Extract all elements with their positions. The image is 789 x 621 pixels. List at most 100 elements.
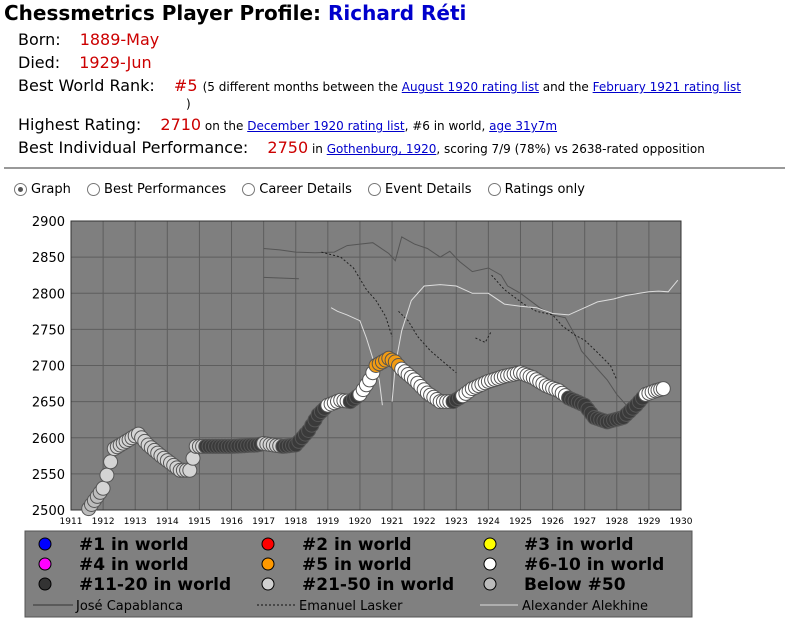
highest-rating-row: Highest Rating: 2710 on the December 192… xyxy=(18,115,557,134)
y-tick-label: 2900 xyxy=(32,215,65,230)
highest-rating-value: 2710 xyxy=(160,115,202,134)
legend-label: Below #50 xyxy=(524,575,626,595)
x-tick-label: 1924 xyxy=(477,517,500,527)
y-tick-label: 2850 xyxy=(32,251,65,266)
radio-icon[interactable] xyxy=(14,183,27,196)
series-line xyxy=(321,251,393,337)
x-tick-label: 1926 xyxy=(541,517,564,527)
x-tick-label: 1920 xyxy=(348,517,371,527)
x-tick-label: 1912 xyxy=(92,517,115,527)
gothenburg-link[interactable]: Gothenburg, 1920 xyxy=(326,142,437,156)
legend-label: #4 in world xyxy=(79,555,189,575)
x-tick-label: 1916 xyxy=(220,517,243,527)
legend-marker xyxy=(261,557,275,571)
best-rank-close: ) xyxy=(186,93,191,112)
option-ratings-only[interactable]: Ratings only xyxy=(487,182,585,197)
option-graph[interactable]: Graph xyxy=(14,182,71,197)
born-row: Born: 1889-May xyxy=(18,30,159,49)
x-tick-label: 1911 xyxy=(60,517,83,527)
x-tick-label: 1921 xyxy=(381,517,404,527)
series-line xyxy=(263,276,299,280)
legend-label: #11-20 in world xyxy=(79,575,231,595)
y-tick-label: 2500 xyxy=(32,504,65,519)
born-label: Born: xyxy=(18,30,61,49)
best-perf-value: 2750 xyxy=(267,138,309,157)
august-1920-link[interactable]: August 1920 rating list xyxy=(401,80,539,94)
option-career-details[interactable]: Career Details xyxy=(242,182,352,197)
option-label: Graph xyxy=(31,182,71,197)
legend-marker xyxy=(261,537,275,551)
option-label: Career Details xyxy=(259,182,352,197)
x-tick-label: 1925 xyxy=(509,517,532,527)
y-tick-label: 2600 xyxy=(32,432,65,447)
legend-marker xyxy=(483,557,497,571)
legend-marker xyxy=(483,577,497,591)
best-rank-value: #5 xyxy=(173,76,198,95)
x-tick-label: 1929 xyxy=(637,517,660,527)
y-tick-label: 2800 xyxy=(32,287,65,302)
died-value: 1929-Jun xyxy=(79,53,152,72)
legend-marker xyxy=(38,557,52,571)
died-row: Died: 1929-Jun xyxy=(18,53,152,72)
divider xyxy=(4,167,785,169)
x-tick-label: 1919 xyxy=(316,517,339,527)
radio-icon[interactable] xyxy=(242,183,256,196)
february-1921-link[interactable]: February 1921 rating list xyxy=(592,80,741,94)
y-tick-label: 2750 xyxy=(32,323,65,338)
legend-label: #3 in world xyxy=(524,535,634,555)
best-rank-text-3: ) xyxy=(186,97,191,111)
radio-icon[interactable] xyxy=(87,183,101,196)
best-perf-label: Best Individual Performance: xyxy=(18,138,249,157)
rating-point xyxy=(95,480,111,496)
legend-box xyxy=(24,530,693,618)
player-name: Richard Réti xyxy=(327,1,467,25)
plot-border xyxy=(70,220,682,511)
series-line xyxy=(491,274,618,381)
radio-icon[interactable] xyxy=(487,183,501,196)
highest-rating-text-1: on the xyxy=(201,119,248,133)
option-label: Event Details xyxy=(385,182,472,197)
x-tick-label: 1917 xyxy=(252,517,275,527)
x-tick-label: 1913 xyxy=(124,517,147,527)
legend-label: #6-10 in world xyxy=(524,555,664,575)
rating-point xyxy=(103,454,119,470)
x-tick-label: 1923 xyxy=(445,517,468,527)
best-rank-row: Best World Rank: #5 (5 different months … xyxy=(18,76,741,95)
best-rank-text-1: (5 different months between the xyxy=(202,80,402,94)
legend-marker xyxy=(483,537,497,551)
rating-point xyxy=(99,467,115,483)
legend-label: #2 in world xyxy=(302,535,412,555)
highest-rating-label: Highest Rating: xyxy=(18,115,142,134)
highest-rating-text-2: , #6 in world, xyxy=(404,119,490,133)
series-line xyxy=(398,310,457,374)
option-label: Ratings only xyxy=(504,182,585,197)
best-perf-text-2: , scoring 7/9 (78%) vs 2638-rated opposi… xyxy=(436,142,705,156)
x-tick-label: 1930 xyxy=(670,517,693,527)
y-tick-label: 2650 xyxy=(32,396,65,411)
age-link[interactable]: age 31y7m xyxy=(489,119,558,133)
page-title: Chessmetrics Player Profile: Richard Rét… xyxy=(4,1,466,25)
legend-label: #21-50 in world xyxy=(302,575,454,595)
series-line xyxy=(391,279,679,402)
line-legend-label: José Capablanca xyxy=(75,599,183,614)
rating-point xyxy=(655,381,671,397)
line-legend-label: Alexander Alekhine xyxy=(522,599,648,614)
option-best-performances[interactable]: Best Performances xyxy=(87,182,226,197)
died-label: Died: xyxy=(18,53,61,72)
best-rank-label: Best World Rank: xyxy=(18,76,155,95)
option-event-details[interactable]: Event Details xyxy=(368,182,472,197)
line-legend-label: Emanuel Lasker xyxy=(299,599,403,614)
x-tick-label: 1914 xyxy=(156,517,179,527)
legend-marker xyxy=(261,577,275,591)
radio-icon[interactable] xyxy=(368,183,382,196)
x-tick-label: 1922 xyxy=(413,517,436,527)
legend-label: #5 in world xyxy=(302,555,412,575)
view-options: Graph Best Performances Career Details E… xyxy=(14,182,597,200)
x-tick-label: 1927 xyxy=(573,517,596,527)
december-1920-link[interactable]: December 1920 rating list xyxy=(247,119,405,133)
x-tick-label: 1915 xyxy=(188,517,211,527)
born-value: 1889-May xyxy=(79,30,160,49)
best-rank-text-2: and the xyxy=(538,80,593,94)
option-label: Best Performances xyxy=(104,182,227,197)
